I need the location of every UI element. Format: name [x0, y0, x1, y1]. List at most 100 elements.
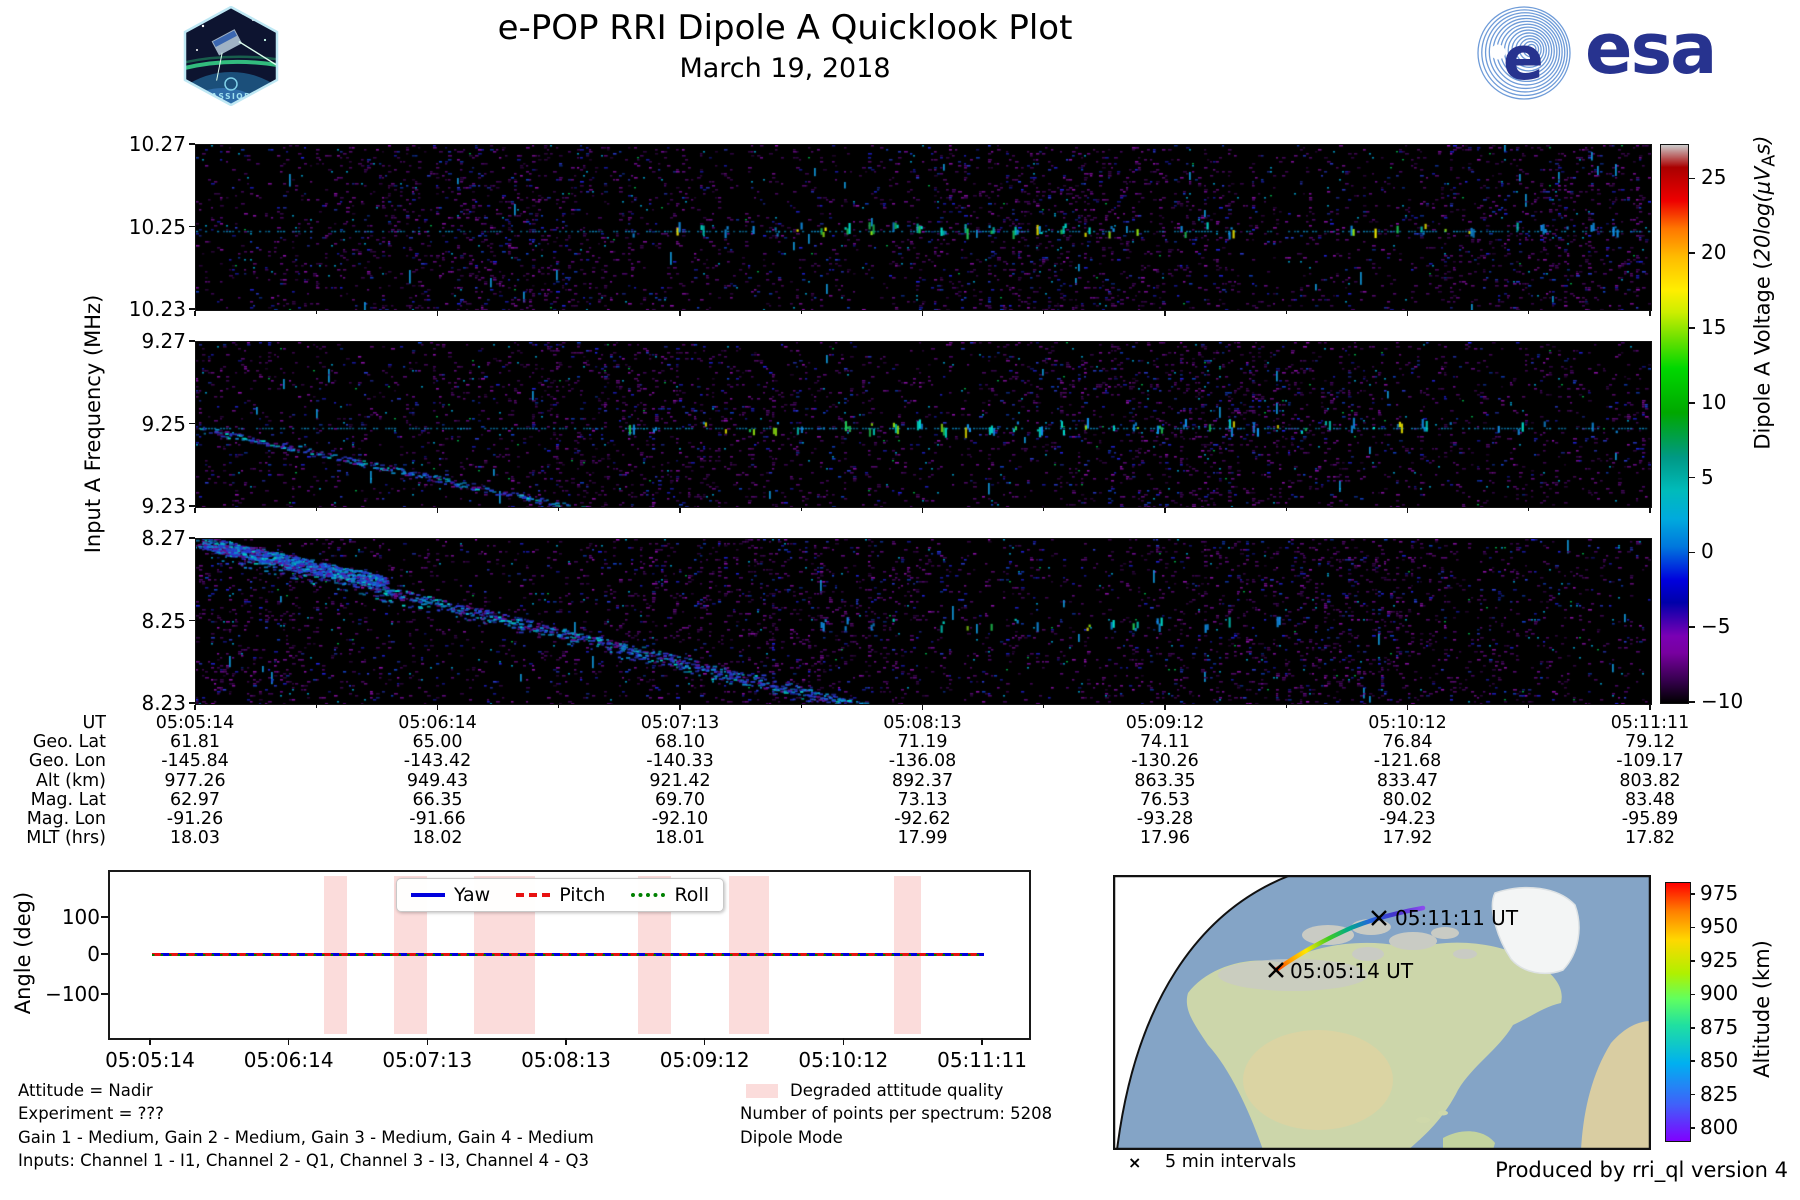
- time-tick-mark: [1406, 310, 1409, 316]
- ephemeris-value: 833.47: [1376, 770, 1439, 791]
- freq-tick-mark: [189, 619, 195, 622]
- voltage-cbar-tick-label: 20: [1701, 240, 1727, 265]
- time-tick-mark: [1164, 704, 1166, 710]
- angle-xtick-label: 05:06:14: [243, 1048, 334, 1072]
- attitude-ylabel: Angle (deg): [11, 891, 35, 1015]
- ephemeris-value: 62.97: [169, 789, 221, 810]
- voltage-cbar-tick-label: 10: [1701, 389, 1727, 414]
- alt-cbar-tick: [1690, 1127, 1695, 1129]
- interval-marker-glyph: ×: [1128, 1153, 1142, 1172]
- angle-xtick-mark: [565, 1038, 567, 1045]
- time-tick-mark: [921, 310, 924, 316]
- voltage-cbar-tick-label: 15: [1701, 315, 1727, 339]
- track-start-marker: [1268, 962, 1284, 978]
- time-minor-tick: [558, 507, 560, 511]
- freq-tick-label: 10.25: [128, 214, 186, 239]
- time-tick-mark: [194, 310, 196, 316]
- track-start-label: 05:05:14 UT: [1290, 959, 1414, 983]
- roll-legend-line: [631, 893, 666, 897]
- ephemeris-value: 05:10:12: [1368, 713, 1447, 733]
- legend-item-pitch: Pitch: [516, 884, 605, 906]
- angle-xtick-label: 05:09:12: [659, 1048, 750, 1072]
- ephemeris-value: 76.84: [1382, 732, 1433, 753]
- time-tick-mark: [679, 704, 681, 710]
- ephemeris-value: -136.08: [888, 751, 957, 772]
- ephemeris-value: 05:07:13: [640, 713, 720, 733]
- ephemeris-value: 17.92: [1382, 828, 1433, 849]
- time-tick-mark: [921, 704, 924, 710]
- alt-cbar-tick-label: 800: [1700, 1115, 1739, 1139]
- ephemeris-value: 05:05:14: [155, 713, 235, 733]
- ephemeris-value: 61.81: [169, 732, 221, 753]
- degraded-label: Degraded attitude quality: [790, 1081, 1004, 1100]
- map-projection-limb: [1113, 875, 1291, 1150]
- time-minor-tick: [558, 704, 560, 708]
- angle-xtick-mark: [981, 1038, 983, 1045]
- angle-xtick-mark: [149, 1038, 151, 1045]
- ephemeris-value: 17.82: [1624, 828, 1676, 849]
- voltage-cbar-tick: [1689, 701, 1695, 703]
- page-date: March 19, 2018: [679, 53, 891, 84]
- freq-tick-label: 9.27: [141, 329, 186, 353]
- ephemeris-value: 17.96: [1139, 828, 1191, 849]
- ephemeris-value: -130.26: [1131, 751, 1199, 772]
- spectrogram-panel-8mhz: [195, 538, 1652, 705]
- voltage-cbar-tick-label: 5: [1701, 464, 1714, 489]
- alt-cbar-tick: [1690, 1026, 1695, 1029]
- ground-track-map: 05:05:14 UT 05:11:11 UT: [1113, 875, 1651, 1150]
- voltage-cbar-tick-label: 0: [1701, 539, 1714, 564]
- ephemeris-value: 921.42: [649, 770, 711, 791]
- voltage-cbar-tick: [1689, 402, 1695, 404]
- ephemeris-value: -109.17: [1616, 751, 1684, 772]
- ephemeris-value: 68.10: [654, 732, 706, 753]
- ephemeris-value: 74.11: [1139, 732, 1191, 753]
- angle-xtick-label: 05:08:13: [521, 1048, 611, 1072]
- ephemeris-row-label: UT: [82, 713, 107, 733]
- map-landmasses: [1186, 886, 1651, 1150]
- config-note-line: Gain 1 - Medium, Gain 2 - Medium, Gain 3…: [18, 1127, 594, 1147]
- ephemeris-value: -143.42: [403, 751, 472, 772]
- voltage-cbar-tick-label: −5: [1701, 614, 1731, 639]
- ephemeris-value: 05:06:14: [398, 713, 477, 733]
- voltage-cbar-tick-label: 25: [1701, 165, 1727, 190]
- ephemeris-value: -92.10: [651, 809, 709, 829]
- freq-tick-label: 8.23: [141, 691, 186, 715]
- config-note-line: Inputs: Channel 1 - I1, Channel 2 - Q1, …: [18, 1150, 589, 1170]
- ephemeris-value: -92.62: [894, 809, 951, 829]
- angle-ytick-label: −100: [45, 982, 100, 1006]
- voltage-cbar-tick: [1689, 476, 1695, 479]
- alt-cbar-tick-label: 975: [1700, 881, 1739, 905]
- time-tick-mark: [1649, 507, 1651, 513]
- ephemeris-value: -94.23: [1379, 809, 1436, 829]
- pitch-legend-line: [516, 893, 551, 897]
- ephemeris-value: -93.28: [1136, 809, 1194, 829]
- angle-xtick-label: 05:07:13: [382, 1048, 473, 1072]
- cassiope-label: CASSIOPE: [204, 92, 258, 101]
- ephemeris-value: -140.33: [646, 751, 714, 772]
- satellite-track: [1273, 905, 1426, 973]
- angle-xtick-mark: [703, 1038, 706, 1045]
- cassiope-mission-patch: CASSIOPE: [183, 6, 279, 106]
- time-minor-tick: [1043, 507, 1045, 511]
- ephemeris-value: -145.84: [161, 751, 229, 772]
- interval-marker-label: 5 min intervals: [1165, 1152, 1297, 1172]
- freq-tick-label: 10.23: [128, 297, 186, 321]
- alt-cbar-tick-label: 875: [1700, 1014, 1739, 1039]
- ephemeris-value: 05:08:13: [883, 713, 962, 733]
- time-minor-tick: [1043, 310, 1045, 314]
- alt-cbar-tick: [1690, 893, 1695, 895]
- spectrogram-panel-10mhz: [195, 144, 1652, 311]
- voltage-cbar-tick-label: −10: [1701, 689, 1744, 713]
- time-minor-tick: [1043, 704, 1045, 708]
- time-tick-mark: [436, 310, 439, 316]
- freq-tick-mark: [189, 340, 195, 342]
- angle-xtick-mark: [426, 1038, 429, 1045]
- freq-tick-mark: [189, 225, 195, 228]
- config-note-line: Attitude = Nadir: [18, 1081, 153, 1100]
- legend-label: Yaw: [454, 884, 491, 906]
- angle-ytick-label: 100: [61, 905, 100, 929]
- altitude-colorbar-label: Altitude (km): [1750, 940, 1774, 1078]
- ephemeris-row-label: Mag. Lon: [26, 809, 106, 829]
- freq-tick-mark: [189, 143, 195, 145]
